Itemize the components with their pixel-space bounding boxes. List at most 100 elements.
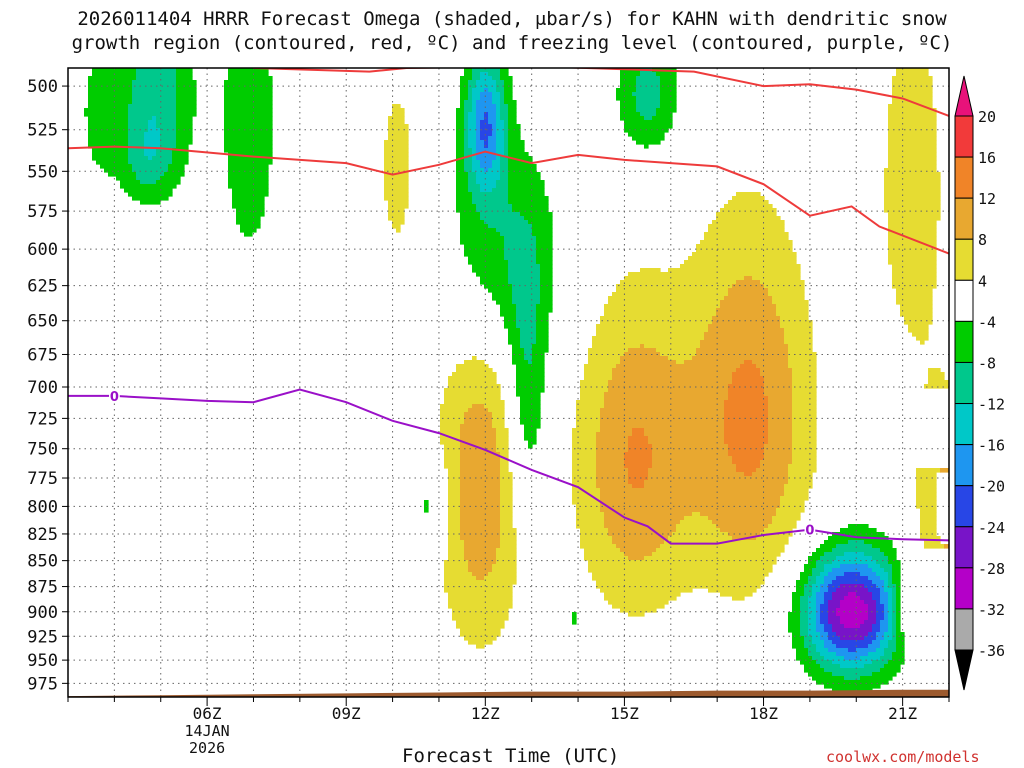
omega-cell <box>816 564 825 569</box>
omega-cell <box>792 592 805 597</box>
omega-cell <box>840 600 865 605</box>
omega-cell <box>884 552 897 557</box>
omega-cell <box>884 208 941 213</box>
omega-cell <box>604 592 681 597</box>
omega-cell <box>792 600 801 605</box>
omega-cell <box>576 400 605 405</box>
omega-cell <box>876 632 885 637</box>
omega-cell <box>720 592 753 597</box>
omega-cell <box>816 648 829 653</box>
omega-cell <box>888 156 937 161</box>
omega-cell <box>920 528 937 533</box>
omega-cell <box>152 156 173 161</box>
omega-cell <box>668 356 693 361</box>
omega-cell <box>620 356 669 361</box>
omega-cell <box>888 640 897 645</box>
omega-cell <box>916 492 937 497</box>
omega-cell <box>600 320 713 325</box>
omega-cell <box>144 140 161 145</box>
omega-cell <box>460 492 501 497</box>
omega-cell <box>888 136 937 141</box>
omega-cell <box>888 160 937 165</box>
omega-cell <box>628 348 657 353</box>
omega-cell <box>572 444 597 449</box>
omega-cell <box>512 352 525 357</box>
omega-cell <box>444 388 501 393</box>
omega-cell <box>392 104 401 109</box>
omega-cell <box>128 132 145 137</box>
omega-cell <box>608 300 721 305</box>
omega-cell <box>488 140 497 145</box>
omega-cell <box>888 248 937 253</box>
omega-cell <box>472 356 477 361</box>
omega-cell <box>508 192 545 197</box>
omega-cell <box>884 188 941 193</box>
omega-cell <box>484 404 505 409</box>
omega-cell <box>736 280 761 285</box>
omega-cell <box>656 348 697 353</box>
omega-cell <box>800 608 809 613</box>
omega-cell <box>524 432 537 437</box>
omega-cell <box>820 572 829 577</box>
omega-cell <box>460 92 469 97</box>
omega-cell <box>540 272 553 277</box>
omega-cell <box>880 620 889 625</box>
site-credit[interactable]: coolwx.com/models <box>826 748 980 766</box>
omega-cell <box>704 336 785 341</box>
omega-cell <box>796 652 809 657</box>
omega-cell <box>584 556 629 561</box>
omega-cell <box>660 92 677 97</box>
omega-cell <box>596 440 629 445</box>
omega-cell <box>464 120 469 125</box>
omega-cell <box>624 452 653 457</box>
omega-cell <box>792 424 817 429</box>
omega-cell <box>732 284 765 289</box>
omega-cell <box>656 108 677 113</box>
omega-cell <box>160 140 177 145</box>
omega-cell <box>768 440 793 445</box>
omega-cell <box>620 608 657 613</box>
omega-cell <box>816 580 825 585</box>
omega-cell <box>456 368 493 373</box>
omega-cell <box>916 480 937 485</box>
colorbar-label: 8 <box>978 231 987 249</box>
colorbar-label: -4 <box>978 313 996 331</box>
omega-cell <box>576 516 605 521</box>
omega-cell <box>792 412 817 417</box>
omega-cell <box>512 344 521 349</box>
omega-cell <box>168 168 185 173</box>
omega-cell <box>504 256 537 261</box>
omega-cell <box>800 628 809 633</box>
omega-cell <box>508 120 517 125</box>
omega-cell <box>496 132 505 137</box>
omega-cell <box>632 432 645 437</box>
omega-cell <box>448 496 461 501</box>
y-tick-label: 875 <box>27 578 58 598</box>
omega-cell <box>892 76 933 81</box>
omega-cell <box>756 536 789 541</box>
omega-cell <box>500 464 509 469</box>
omega-cell <box>820 556 837 561</box>
omega-cell <box>808 604 817 609</box>
omega-cell <box>500 96 505 101</box>
omega-cell <box>880 668 901 673</box>
omega-cell <box>828 536 889 541</box>
omega-cell <box>384 156 409 161</box>
omega-cell <box>460 76 473 81</box>
omega-cell <box>468 116 477 121</box>
omega-cell <box>520 336 537 341</box>
omega-cell <box>772 296 805 301</box>
omega-cell <box>88 88 133 93</box>
omega-cell <box>388 200 409 205</box>
omega-cell <box>780 504 805 509</box>
omega-cell <box>492 96 501 101</box>
dgz-contour-line <box>253 68 949 117</box>
omega-cell <box>88 104 129 109</box>
omega-cell <box>500 68 509 73</box>
omega-cell <box>888 224 937 229</box>
omega-cell <box>460 236 505 241</box>
omega-cell <box>536 308 553 313</box>
omega-cell <box>468 124 477 129</box>
omega-cell <box>532 352 545 357</box>
omega-cell <box>896 604 901 609</box>
